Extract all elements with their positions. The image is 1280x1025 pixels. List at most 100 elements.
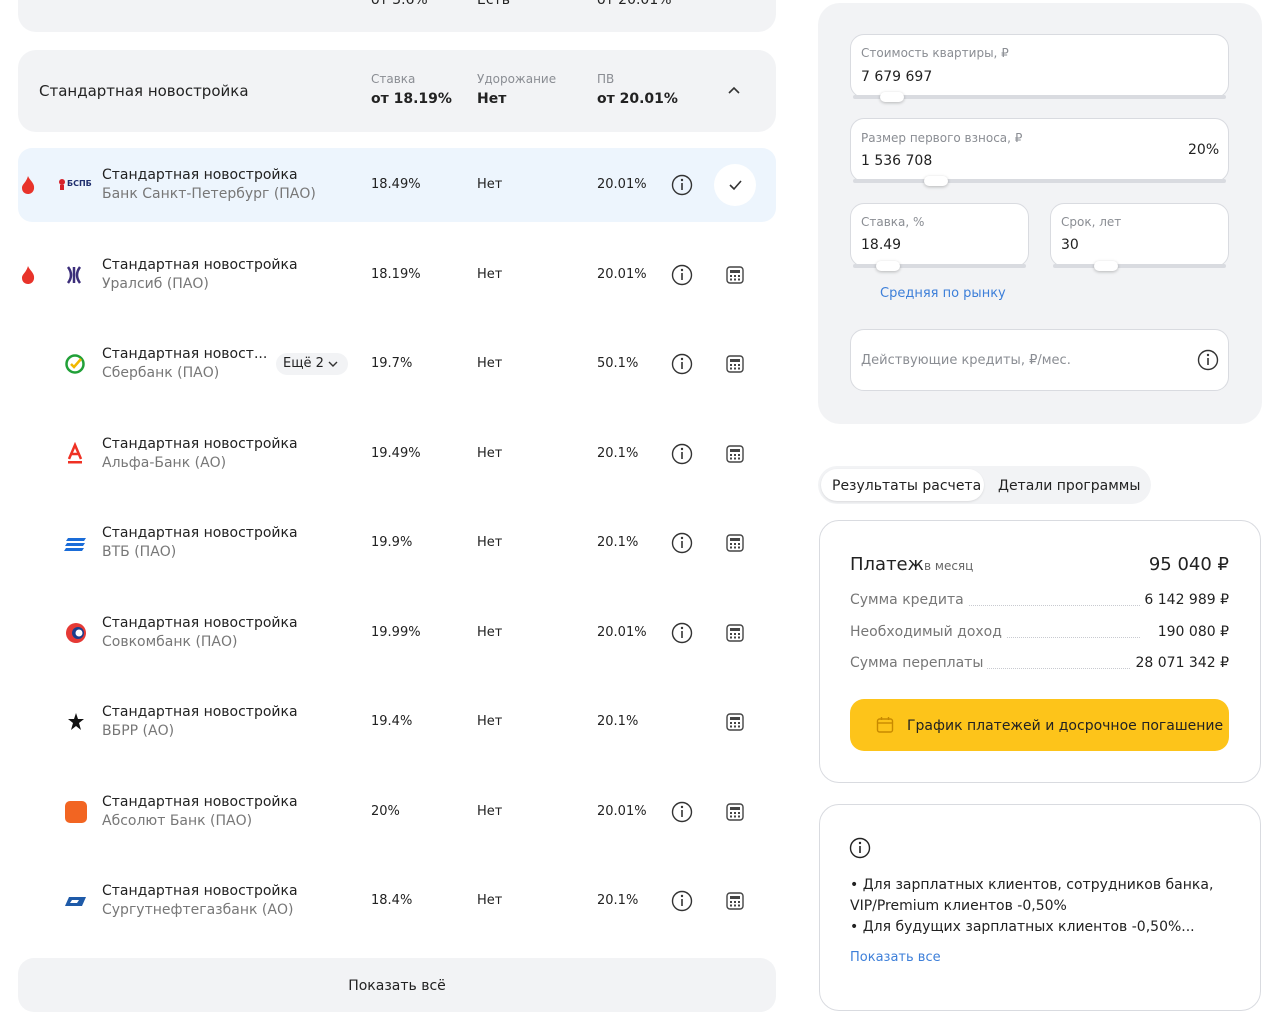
info-icon[interactable] xyxy=(671,890,693,916)
value: 1 536 708 xyxy=(861,153,933,169)
info-icon[interactable] xyxy=(671,801,693,827)
down-field[interactable] xyxy=(850,118,1229,182)
collapse-icon[interactable] xyxy=(726,85,742,97)
markup: Нет xyxy=(477,893,503,908)
show-all-link[interactable]: Показать все xyxy=(850,950,941,965)
program-name: Стандартная новостройка xyxy=(102,167,298,183)
bank-name: Совкомбанк (ПАО) xyxy=(102,633,238,650)
show-all-button[interactable] xyxy=(18,958,776,1012)
pv: 50.1% xyxy=(597,356,639,371)
calc-icon[interactable] xyxy=(726,713,744,735)
group-card[interactable] xyxy=(18,50,776,132)
label: Размер первого взноса, ₽ xyxy=(861,131,1023,145)
rate: 19.4% xyxy=(371,714,413,729)
label: ПВ xyxy=(597,72,615,86)
payment-sub: в месяц xyxy=(924,559,974,573)
markup: Нет xyxy=(477,356,503,371)
rate: 20% xyxy=(371,803,400,819)
program-name: Стандартная новостройка xyxy=(102,525,298,541)
program-name: Стандартная новостройка xyxy=(102,704,298,720)
price-field[interactable] xyxy=(850,34,1229,98)
rate: 19.49% xyxy=(371,445,421,461)
value: 18.49 xyxy=(861,237,902,253)
rate: 18.49% xyxy=(371,177,421,192)
more-button[interactable]: Ещё 2 xyxy=(276,353,348,375)
rate: 19.99% xyxy=(371,624,421,640)
bank-logo xyxy=(64,263,88,287)
note-line: VIP/Premium клиентов -0,50% xyxy=(850,898,1067,914)
program-name: Стандартная новостройка xyxy=(102,614,298,631)
result-value: 190 080 ₽ xyxy=(1153,623,1229,640)
info-icon[interactable] xyxy=(671,443,693,469)
program-name: Стандартная новостройка xyxy=(102,793,298,810)
selected-check[interactable] xyxy=(714,164,756,206)
more-text: Ещё 2 xyxy=(283,356,324,371)
label: Ставка, % xyxy=(861,215,925,229)
dots xyxy=(960,636,1140,638)
bank-logo xyxy=(64,352,88,376)
markup: Нет xyxy=(477,803,503,819)
markup: Нет xyxy=(477,714,503,729)
result-label: Сумма кредита xyxy=(850,592,968,608)
info-icon xyxy=(849,837,871,859)
bank-logo xyxy=(64,800,88,824)
info-icon[interactable] xyxy=(671,353,693,379)
notes-card xyxy=(819,804,1261,1011)
pv: 20.1% xyxy=(597,445,639,461)
calendar-icon xyxy=(876,717,894,733)
group-title: Стандартная новостройка xyxy=(39,82,249,100)
label: Действующие кредиты, ₽/мес. xyxy=(861,353,1071,368)
calc-icon[interactable] xyxy=(726,355,744,377)
pv: 20.1% xyxy=(597,714,639,729)
rate: 18.19% xyxy=(371,266,421,282)
rate-field[interactable] xyxy=(850,203,1029,267)
credits-field[interactable] xyxy=(850,329,1229,391)
term-field[interactable] xyxy=(1050,203,1229,267)
label: Ставка xyxy=(371,72,416,86)
bank-logo xyxy=(64,710,88,734)
hot-icon xyxy=(20,265,36,289)
bank-logo xyxy=(64,531,88,555)
bank-name: Сургутнефтегазбанк (АО) xyxy=(102,902,294,918)
info-icon[interactable] xyxy=(1197,349,1219,371)
program-name: Стандартная новостройка xyxy=(102,883,298,899)
payment-label: Платеж xyxy=(850,554,924,575)
calc-icon[interactable] xyxy=(726,265,744,288)
bank-name: Банк Санкт-Петербург (ПАО) xyxy=(102,186,316,202)
tab[interactable]: Результаты расчета xyxy=(832,478,982,494)
note-line: • Для будущих зарплатных клиентов -0,50%… xyxy=(850,919,1195,935)
calc-icon[interactable] xyxy=(726,534,744,556)
label: Срок, лет xyxy=(1061,215,1122,229)
value: 7 679 697 xyxy=(861,69,933,85)
calc-icon[interactable] xyxy=(726,444,744,467)
calc-icon[interactable] xyxy=(726,623,744,646)
info-icon[interactable] xyxy=(671,532,693,558)
bank-name: Уралсиб (ПАО) xyxy=(102,275,209,292)
info-icon[interactable] xyxy=(671,622,693,648)
calc-icon[interactable] xyxy=(726,802,744,825)
tab[interactable]: Детали программы xyxy=(998,478,1141,494)
pv: 20.01% xyxy=(597,177,647,192)
bank-name: Сбербанк (ПАО) xyxy=(102,365,220,381)
rate: 19.7% xyxy=(371,356,413,371)
value: 20% xyxy=(1188,142,1220,158)
group-pv: от 20.01% xyxy=(597,91,678,107)
info-icon[interactable] xyxy=(671,264,693,290)
bank-name: ВБРР (АО) xyxy=(102,723,175,739)
tab-active[interactable] xyxy=(821,469,984,501)
schedule-button[interactable] xyxy=(850,699,1229,751)
selected-row[interactable] xyxy=(18,148,776,222)
show-all-text: Показать всё xyxy=(348,978,446,994)
payment-value: 95 040 ₽ xyxy=(1148,554,1229,575)
info-icon[interactable] xyxy=(671,174,693,200)
group-markup: Нет xyxy=(477,91,507,107)
bank-logo: БСПБ xyxy=(58,173,98,197)
bank-logo xyxy=(64,621,88,645)
group-rate: от 3.6% xyxy=(371,0,428,8)
market-link[interactable]: Средняя по рынку xyxy=(880,286,1006,301)
group-card[interactable] xyxy=(18,0,776,32)
calc-icon[interactable] xyxy=(726,892,744,914)
bank-name: Альфа-Банк (АО) xyxy=(102,454,227,471)
result-label: Необходимый доход xyxy=(850,623,1006,640)
